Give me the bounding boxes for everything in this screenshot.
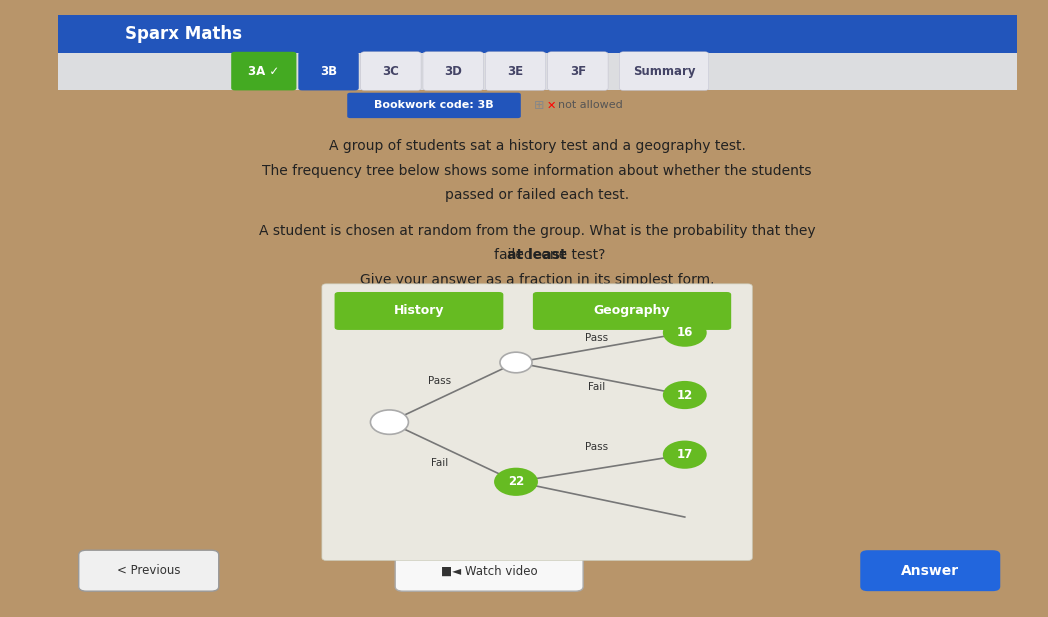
Text: 12: 12 xyxy=(677,389,693,402)
Text: 16: 16 xyxy=(677,326,693,339)
Text: Geography: Geography xyxy=(594,304,671,318)
Text: The frequency tree below shows some information about whether the students: The frequency tree below shows some info… xyxy=(262,164,812,178)
Circle shape xyxy=(494,468,538,496)
Text: 3B: 3B xyxy=(320,65,337,78)
Text: Give your answer as a fraction in its simplest form.: Give your answer as a fraction in its si… xyxy=(359,273,715,287)
Text: Pass: Pass xyxy=(585,442,608,452)
Text: Bookwork code: 3B: Bookwork code: 3B xyxy=(374,101,494,110)
Text: at least: at least xyxy=(507,249,567,262)
Text: 17: 17 xyxy=(677,448,693,461)
Text: not allowed: not allowed xyxy=(559,101,623,110)
Text: Summary: Summary xyxy=(633,65,696,78)
Text: ✕: ✕ xyxy=(547,101,556,110)
FancyBboxPatch shape xyxy=(334,292,503,330)
FancyBboxPatch shape xyxy=(423,52,483,91)
FancyBboxPatch shape xyxy=(299,52,358,91)
Text: Sparx Maths: Sparx Maths xyxy=(125,25,242,43)
Text: 3A ✓: 3A ✓ xyxy=(248,65,280,78)
Text: 3C: 3C xyxy=(383,65,399,78)
Text: 3D: 3D xyxy=(444,65,462,78)
Text: one test?: one test? xyxy=(537,249,606,262)
FancyBboxPatch shape xyxy=(347,93,521,118)
Text: A group of students sat a history test and a geography test.: A group of students sat a history test a… xyxy=(329,139,745,154)
Text: 22: 22 xyxy=(508,475,524,488)
FancyBboxPatch shape xyxy=(58,15,1017,53)
FancyBboxPatch shape xyxy=(860,550,1000,591)
Text: Answer: Answer xyxy=(901,564,959,578)
Text: ■◄ Watch video: ■◄ Watch video xyxy=(441,565,538,578)
Text: Fail: Fail xyxy=(588,382,605,392)
FancyBboxPatch shape xyxy=(619,52,708,91)
FancyBboxPatch shape xyxy=(395,550,583,591)
Circle shape xyxy=(500,352,532,373)
Text: Fail: Fail xyxy=(432,458,449,468)
Text: ⊞: ⊞ xyxy=(534,99,545,112)
Text: Pass: Pass xyxy=(585,333,608,343)
Circle shape xyxy=(370,410,409,434)
Text: Pass: Pass xyxy=(429,376,452,386)
FancyBboxPatch shape xyxy=(322,284,752,560)
Circle shape xyxy=(662,318,706,347)
Text: 3E: 3E xyxy=(507,65,524,78)
FancyBboxPatch shape xyxy=(532,292,732,330)
Text: 3F: 3F xyxy=(570,65,586,78)
Text: History: History xyxy=(394,304,444,318)
FancyBboxPatch shape xyxy=(485,52,546,91)
FancyBboxPatch shape xyxy=(548,52,608,91)
Text: passed or failed each test.: passed or failed each test. xyxy=(445,188,629,202)
FancyBboxPatch shape xyxy=(361,52,421,91)
FancyBboxPatch shape xyxy=(79,550,219,591)
Circle shape xyxy=(662,441,706,469)
Text: failed: failed xyxy=(494,249,537,262)
Text: < Previous: < Previous xyxy=(117,565,180,578)
FancyBboxPatch shape xyxy=(232,52,297,91)
FancyBboxPatch shape xyxy=(58,53,1017,91)
Text: A student is chosen at random from the group. What is the probability that they: A student is chosen at random from the g… xyxy=(259,224,815,238)
Circle shape xyxy=(662,381,706,409)
